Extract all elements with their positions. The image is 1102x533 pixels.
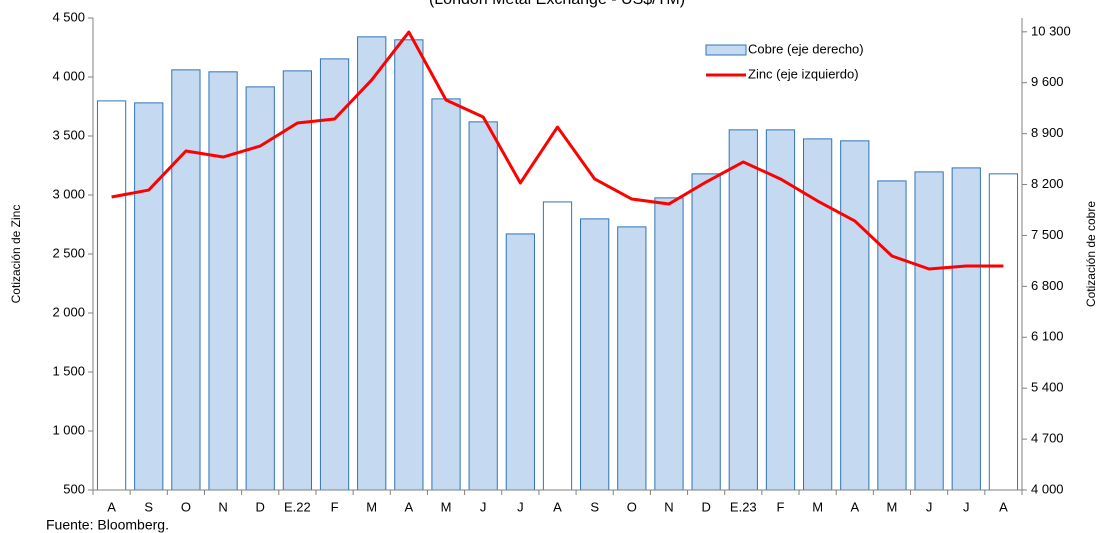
y2-tick-label: 6 100 bbox=[1031, 329, 1064, 344]
bar bbox=[96, 100, 127, 491]
x-tick-label: A bbox=[405, 499, 414, 514]
x-tick-label: D bbox=[701, 499, 710, 514]
x-tick-label: M bbox=[812, 499, 823, 514]
y-tick-label: 3 000 bbox=[52, 186, 85, 201]
bar bbox=[245, 86, 275, 491]
bar bbox=[171, 69, 201, 491]
x-tick-label: A bbox=[999, 499, 1008, 514]
x-tick-label: E.22 bbox=[284, 499, 311, 514]
x-tick-label: M bbox=[366, 499, 377, 514]
bar bbox=[134, 102, 164, 491]
y-tick-label: 3 500 bbox=[52, 127, 85, 142]
x-tick-label: M bbox=[441, 499, 452, 514]
y2-tick-label: 7 500 bbox=[1031, 227, 1064, 242]
legend-label: Zinc (eje izquierdo) bbox=[748, 66, 859, 81]
x-tick-label: J bbox=[926, 499, 933, 514]
bar bbox=[728, 129, 758, 491]
y2-tick-label: 4 000 bbox=[1031, 481, 1064, 496]
legend-swatch bbox=[705, 44, 747, 56]
y2-tick-label: 10 300 bbox=[1031, 23, 1071, 38]
source-note: Fuente: Bloomberg. bbox=[46, 517, 169, 533]
x-tick-label: N bbox=[218, 499, 227, 514]
x-tick-label: J bbox=[480, 499, 487, 514]
x-tick-label: A bbox=[850, 499, 859, 514]
x-tick-label: A bbox=[553, 499, 562, 514]
x-tick-label: O bbox=[627, 499, 637, 514]
y2-axis-label: Cotización de cobre bbox=[1084, 201, 1098, 307]
x-tick-label: F bbox=[776, 499, 784, 514]
x-tick-label: D bbox=[256, 499, 265, 514]
bar bbox=[208, 71, 238, 491]
y2-tick-label: 8 200 bbox=[1031, 176, 1064, 191]
x-tick-label: F bbox=[331, 499, 339, 514]
bar bbox=[951, 167, 981, 491]
bar bbox=[505, 233, 535, 491]
x-tick-label: M bbox=[887, 499, 898, 514]
y-tick-label: 4 000 bbox=[52, 68, 85, 83]
x-tick-label: E.23 bbox=[730, 499, 757, 514]
bar bbox=[802, 138, 833, 491]
y-tick-label: 2 500 bbox=[52, 245, 85, 260]
x-tick-label: J bbox=[963, 499, 970, 514]
y-tick-label: 500 bbox=[63, 481, 85, 496]
bar bbox=[542, 201, 573, 491]
bar bbox=[431, 98, 461, 491]
y-tick-label: 4 500 bbox=[52, 9, 85, 24]
y-tick-label: 1 500 bbox=[52, 363, 85, 378]
y2-tick-label: 6 800 bbox=[1031, 278, 1064, 293]
bar bbox=[617, 226, 647, 491]
y2-tick-label: 4 700 bbox=[1031, 431, 1064, 446]
bar bbox=[988, 173, 1019, 491]
y2-tick-label: 8 900 bbox=[1031, 125, 1064, 140]
bar bbox=[691, 173, 721, 491]
bar bbox=[654, 197, 684, 491]
legend-label: Cobre (eje derecho) bbox=[748, 41, 864, 56]
x-tick-label: J bbox=[517, 499, 524, 514]
bar bbox=[840, 140, 870, 491]
x-tick-label: S bbox=[144, 499, 153, 514]
y-tick-label: 2 000 bbox=[52, 304, 85, 319]
y2-tick-label: 9 600 bbox=[1031, 74, 1064, 89]
y-tick-label: 1 000 bbox=[52, 422, 85, 437]
line bbox=[111, 30, 1004, 271]
x-tick-label: A bbox=[107, 499, 116, 514]
chart-subtitle: (London Metal Exchange - US$/TM) bbox=[429, 0, 685, 8]
x-tick-label: S bbox=[590, 499, 599, 514]
bar bbox=[319, 58, 350, 491]
y2-tick-label: 5 400 bbox=[1031, 380, 1064, 395]
bar bbox=[765, 129, 796, 491]
x-tick-label: N bbox=[664, 499, 673, 514]
y-axis-label: Cotización de Zinc bbox=[9, 205, 23, 304]
bar bbox=[914, 171, 944, 491]
bar bbox=[580, 218, 610, 491]
bar bbox=[394, 39, 424, 491]
x-tick-label: O bbox=[181, 499, 191, 514]
bar bbox=[357, 36, 387, 491]
bar bbox=[468, 121, 498, 491]
bar bbox=[282, 70, 313, 491]
bar bbox=[877, 180, 907, 491]
